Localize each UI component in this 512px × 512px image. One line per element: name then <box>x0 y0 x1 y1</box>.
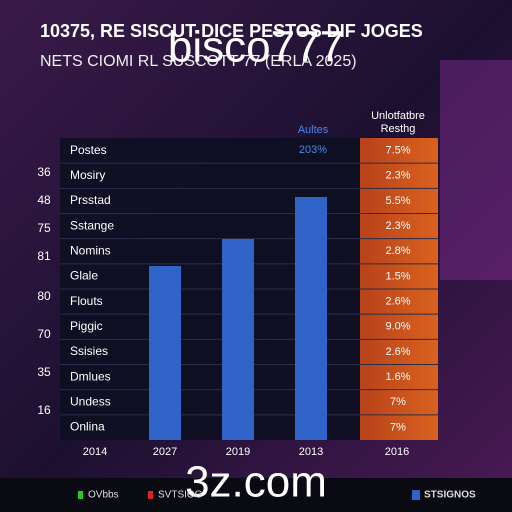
orange-value: 9.0% <box>385 321 410 333</box>
x-tick-label: 2019 <box>226 446 250 458</box>
row-label: Piggic <box>70 319 103 333</box>
orange-value: 7% <box>390 396 406 408</box>
neon-glow <box>440 60 512 280</box>
orange-value: 2.3% <box>385 220 410 232</box>
row-label: Mosiry <box>70 168 105 182</box>
footer-item: SVTSIOG <box>158 490 203 501</box>
row-label: Postes <box>70 143 107 157</box>
orange-header: Resthg <box>381 123 416 135</box>
row-label: Undess <box>70 394 111 408</box>
subtitle: NETS CIOMI RL SUSCOTT 77 (ERLA 2025) <box>40 53 357 70</box>
footer-item: STSIGNOS <box>424 490 476 501</box>
column-label: 2014 <box>83 446 107 458</box>
bar <box>149 266 181 440</box>
left-number: 70 <box>37 327 51 341</box>
orange-value: 2.8% <box>385 245 410 257</box>
footer-bar <box>0 478 512 512</box>
row-label: Nomins <box>70 243 111 257</box>
blue-header: Aultes <box>298 124 329 136</box>
left-number: 81 <box>37 249 51 263</box>
bar <box>295 197 327 440</box>
row-label: Flouts <box>70 294 103 308</box>
row-label: Prsstad <box>70 193 111 207</box>
left-number: 35 <box>37 365 51 379</box>
x-tick-label: 2027 <box>153 446 177 458</box>
orange-value: 7.5% <box>385 144 410 156</box>
column-label: 2016 <box>385 446 409 458</box>
x-tick-label: 2013 <box>299 446 323 458</box>
orange-value: 1.6% <box>385 371 410 383</box>
row-label: Glale <box>70 269 98 283</box>
title: 10375, RE SISCUT DICE PESTOS DIF JOGES <box>40 21 423 41</box>
row-label: Onlina <box>70 420 105 434</box>
left-number: 75 <box>37 221 51 235</box>
left-number: 16 <box>37 403 51 417</box>
left-number: 36 <box>37 165 51 179</box>
row-label: Dmlues <box>70 369 111 383</box>
watermark: bisco777 <box>168 23 344 72</box>
legend-swatch <box>78 491 83 499</box>
legend-swatch <box>412 490 420 500</box>
bar <box>222 239 254 440</box>
orange-value: 5.5% <box>385 195 410 207</box>
orange-value: 1.5% <box>385 270 410 282</box>
blue-header: 203% <box>299 144 327 156</box>
orange-value: 2.6% <box>385 295 410 307</box>
row-label: Ssisies <box>70 344 108 358</box>
left-number: 80 <box>37 289 51 303</box>
legend-swatch <box>148 491 153 499</box>
orange-value: 2.3% <box>385 170 410 182</box>
left-number: 48 <box>37 193 51 207</box>
orange-header: Unlotfatbre <box>371 110 425 122</box>
orange-value: 2.6% <box>385 346 410 358</box>
footer-item: OVbbs <box>88 490 119 501</box>
orange-value: 7% <box>390 421 406 433</box>
watermark: 3z.com <box>185 458 327 507</box>
row-label: Sstange <box>70 218 114 232</box>
